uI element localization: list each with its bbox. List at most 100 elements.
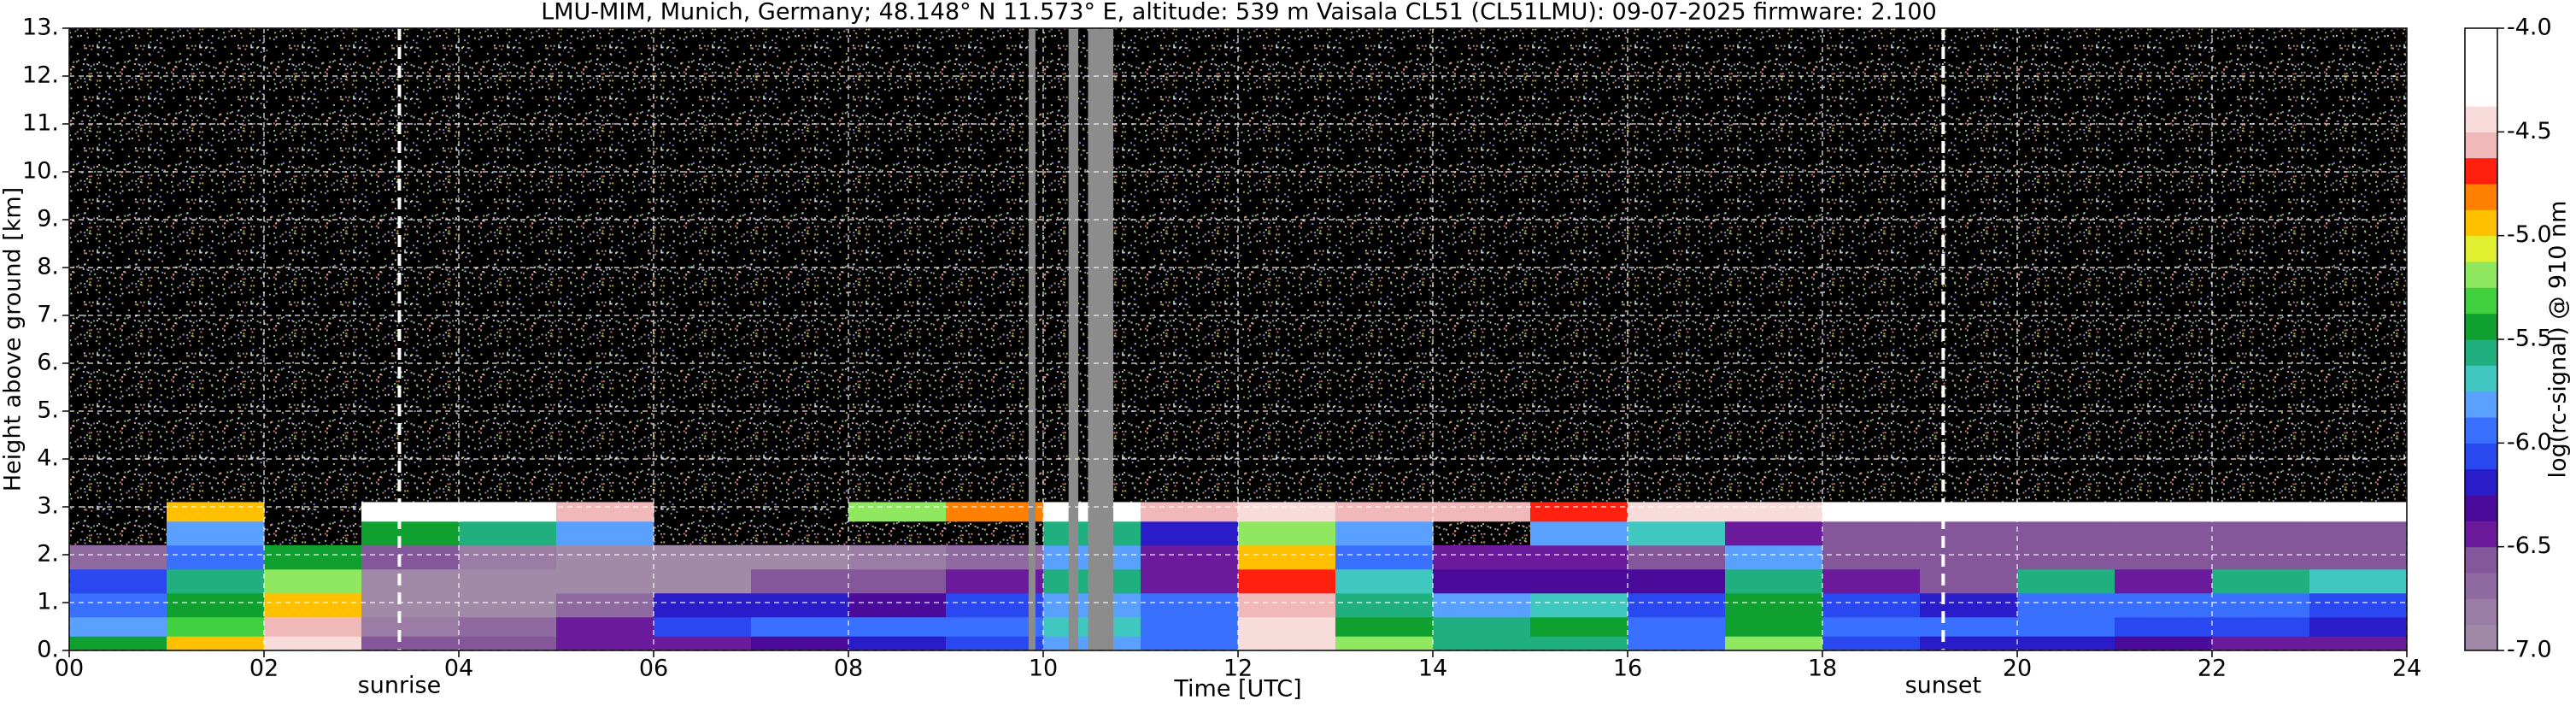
heatmap-cell [361, 636, 460, 651]
heatmap-cell [1920, 616, 2018, 637]
colorbar-cell [2465, 54, 2497, 81]
heatmap-cell [2309, 521, 2408, 546]
heatmap-cell [1628, 521, 1726, 546]
y-tick-label: 1. [37, 589, 59, 615]
heatmap-cell [1725, 568, 1823, 594]
heatmap-cell [1725, 544, 1823, 570]
heatmap-cell [556, 592, 654, 618]
colorbar-tick-label: -4.0 [2507, 15, 2552, 41]
colorbar-cell [2465, 391, 2497, 418]
colorbar-cell [2465, 79, 2497, 107]
heatmap-cell [848, 592, 947, 618]
x-tick-label: 04 [444, 656, 473, 682]
heatmap-cell [1725, 636, 1823, 651]
heatmap-cell [459, 616, 557, 637]
x-tick-label: 02 [249, 656, 279, 682]
colorbar-cell [2465, 313, 2497, 340]
colorbar-tick-label: -5.5 [2507, 326, 2552, 352]
heatmap-cell [2017, 544, 2115, 570]
heatmap-cell [459, 502, 557, 522]
heatmap-cell [2115, 521, 2213, 546]
heatmap-cell [361, 568, 460, 594]
heatmap-cell [167, 544, 265, 570]
chart-title: LMU-MIM, Munich, Germany; 48.148° N 11.5… [541, 0, 1937, 26]
heatmap-cell [556, 502, 654, 522]
heatmap-cell [2212, 568, 2310, 594]
heatmap-cell [1141, 544, 1239, 570]
heatmap-cell [556, 521, 654, 546]
heatmap-cell [1920, 636, 2018, 651]
heatmap-cell [1433, 616, 1531, 637]
heatmap-cell [1141, 616, 1239, 637]
heatmap-cell [2212, 592, 2310, 618]
heatmap-cell [751, 616, 849, 637]
heatmap-cell [2115, 544, 2213, 570]
heatmap-cell [2309, 502, 2408, 522]
heatmap-cell [1335, 592, 1434, 618]
heatmap-cell [2212, 636, 2310, 651]
heatmap-cell [1335, 616, 1434, 637]
heatmap-cell [361, 544, 460, 570]
x-tick-label: 20 [2003, 656, 2032, 682]
x-tick-label: 00 [55, 656, 84, 682]
heatmap-cell [1822, 636, 1921, 651]
y-tick-label: 9. [37, 206, 59, 232]
heatmap-cell [1920, 521, 2018, 546]
heatmap-cell [1628, 616, 1726, 637]
heatmap-cell [751, 636, 849, 651]
heatmap-cell [167, 502, 265, 522]
heatmap-cell [69, 616, 167, 637]
colorbar-cell [2465, 521, 2497, 548]
heatmap-cell [751, 568, 849, 594]
heatmap-cell [1141, 592, 1239, 618]
x-tick-label: 22 [2198, 656, 2227, 682]
colorbar-cell [2465, 495, 2497, 521]
colorbar-cell [2465, 184, 2497, 210]
heatmap-cell [654, 544, 752, 570]
heatmap-cell [1725, 521, 1823, 546]
heatmap-cell [848, 616, 947, 637]
heatmap-cell [69, 636, 167, 651]
y-tick-label: 2. [37, 541, 59, 568]
heatmap-cell [848, 502, 947, 522]
heatmap-cell [361, 521, 460, 546]
heatmap-cell [264, 568, 362, 594]
heatmap-cell [1822, 521, 1921, 546]
missing-data [1068, 28, 1079, 650]
heatmap-cell [2115, 616, 2213, 637]
heatmap-cell [946, 568, 1044, 594]
heatmap-cell [1141, 636, 1239, 651]
heatmap-cell [2115, 502, 2213, 522]
colorbar-tick-label: -7.0 [2507, 637, 2552, 663]
heatmap-cell [167, 521, 265, 546]
heatmap-cell [1238, 616, 1336, 637]
colorbar-tick-label: -5.0 [2507, 221, 2552, 248]
colorbar-tick-label: -4.5 [2507, 118, 2552, 144]
heatmap-cell [848, 636, 947, 651]
heatmap-cell [751, 592, 849, 618]
heatmap-cell [2017, 502, 2115, 522]
heatmap-cell [1530, 592, 1628, 618]
colorbar-cell [2465, 106, 2497, 132]
x-tick-label: 12 [1223, 656, 1253, 682]
y-tick-label: 10. [22, 158, 59, 185]
x-tick-label: 10 [1029, 656, 1058, 682]
heatmap-cell [654, 636, 752, 651]
heatmap-cell [69, 592, 167, 618]
x-tick-label: 06 [639, 656, 668, 682]
heatmap-cell [2309, 636, 2408, 651]
heatmap-cell [2309, 544, 2408, 570]
heatmap-cell [1335, 568, 1434, 594]
heatmap-cell [1433, 592, 1531, 618]
colorbar-cell [2465, 468, 2497, 496]
heatmap-cell [361, 502, 460, 522]
heatmap-cell [1822, 568, 1921, 594]
y-tick-label: 8. [37, 254, 59, 280]
heatmap-cell [654, 592, 752, 618]
heatmap-cell [1141, 502, 1239, 522]
heatmap-cell [1725, 502, 1823, 522]
heatmap-cell [556, 544, 654, 570]
heatmap-cell [1433, 544, 1531, 570]
colorbar-tick-label: -6.0 [2507, 429, 2552, 456]
heatmap-cell [1335, 521, 1434, 546]
